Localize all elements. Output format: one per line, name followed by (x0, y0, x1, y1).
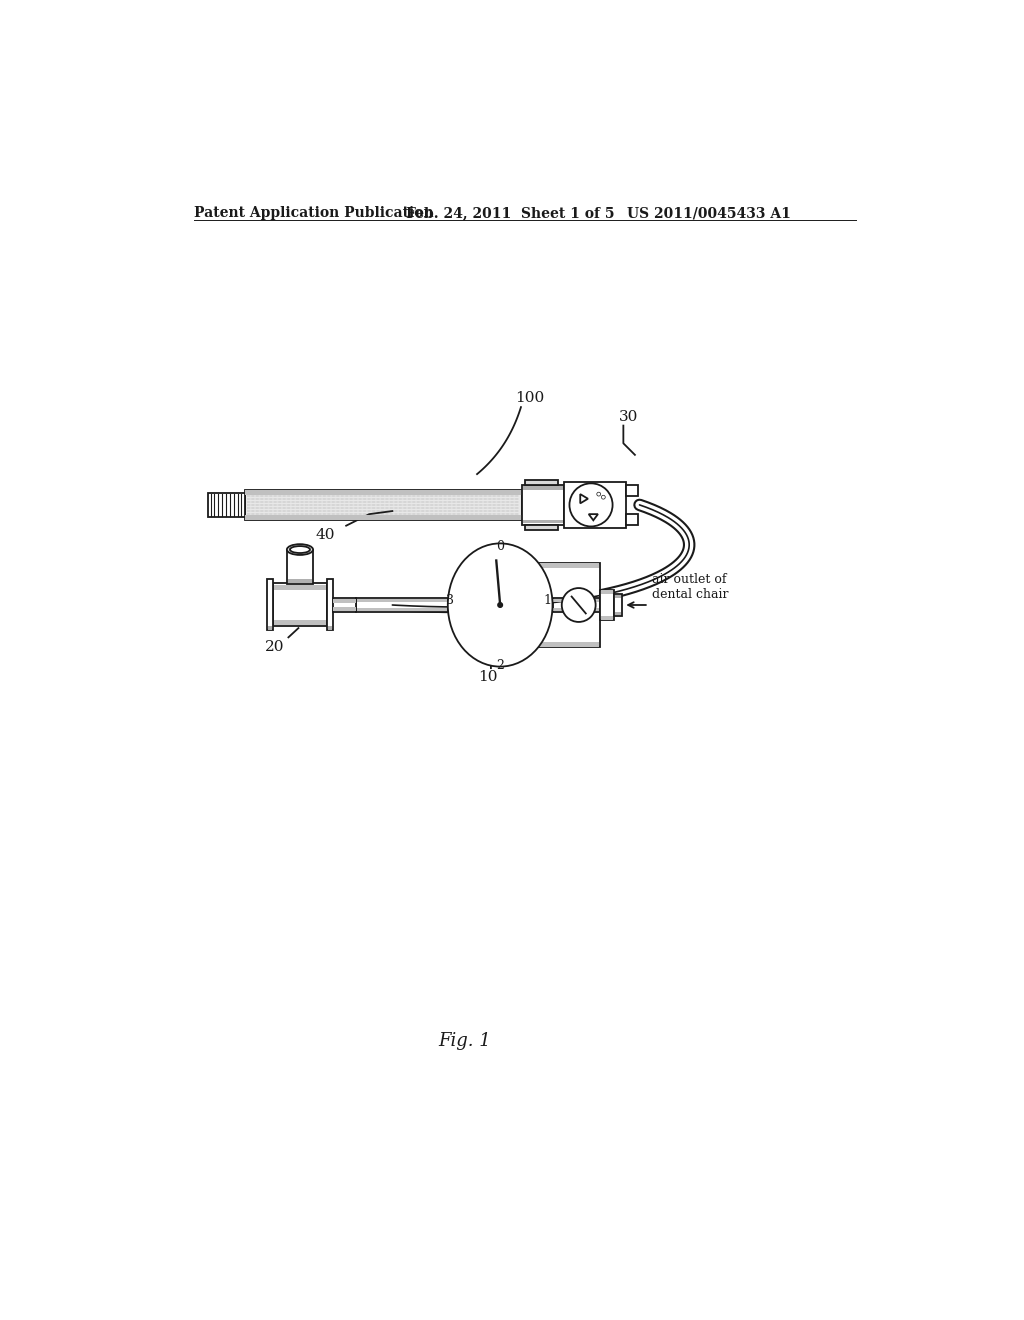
Ellipse shape (290, 546, 310, 553)
Bar (626, 515, 638, 525)
Bar (245, 490, 521, 495)
Text: Feb. 24, 2011  Sheet 1 of 5: Feb. 24, 2011 Sheet 1 of 5 (407, 206, 614, 220)
Bar (523, 520, 562, 524)
Text: 3: 3 (446, 594, 454, 607)
Bar (524, 480, 558, 484)
Bar (614, 595, 621, 598)
Text: 0: 0 (497, 540, 504, 553)
Bar (333, 599, 356, 603)
Text: Patent Application Publication: Patent Application Publication (194, 206, 433, 220)
Bar (356, 598, 447, 612)
Bar (614, 612, 621, 615)
Text: 10: 10 (478, 671, 498, 685)
Text: 20: 20 (265, 640, 285, 653)
Bar (521, 484, 564, 525)
Bar (287, 549, 313, 585)
Bar (614, 594, 622, 615)
Bar (357, 599, 447, 602)
Bar (245, 515, 521, 520)
Bar (273, 620, 326, 626)
Bar (553, 609, 599, 611)
Bar (333, 607, 356, 611)
Bar (273, 585, 326, 590)
Circle shape (498, 603, 503, 607)
Text: 1: 1 (544, 594, 551, 607)
Bar (600, 590, 614, 620)
Bar (494, 642, 599, 647)
Bar (327, 578, 333, 631)
Bar (267, 626, 272, 630)
Text: Fig. 1: Fig. 1 (438, 1032, 492, 1051)
Text: 30: 30 (618, 411, 638, 424)
Bar (357, 609, 447, 611)
Bar (494, 564, 599, 568)
Text: 40: 40 (315, 528, 335, 543)
Text: air outlet of
dental chair: air outlet of dental chair (652, 573, 728, 601)
Bar (626, 484, 638, 496)
Bar (553, 599, 599, 602)
Bar (564, 482, 626, 528)
Bar (523, 486, 562, 490)
Text: 100: 100 (515, 391, 545, 405)
Bar (267, 578, 273, 631)
Bar (245, 490, 521, 520)
Bar (333, 598, 356, 612)
Circle shape (562, 589, 596, 622)
Bar (493, 562, 600, 647)
Circle shape (569, 483, 612, 527)
Text: US 2011/0045433 A1: US 2011/0045433 A1 (628, 206, 792, 220)
Bar (524, 525, 558, 529)
Ellipse shape (447, 544, 553, 667)
Bar (208, 492, 245, 517)
Bar (328, 626, 333, 630)
Bar (601, 590, 613, 594)
Ellipse shape (287, 544, 313, 554)
Bar (553, 598, 600, 612)
Bar (601, 615, 613, 619)
Bar (288, 578, 312, 583)
Bar (273, 583, 327, 626)
Text: 2: 2 (497, 659, 504, 672)
